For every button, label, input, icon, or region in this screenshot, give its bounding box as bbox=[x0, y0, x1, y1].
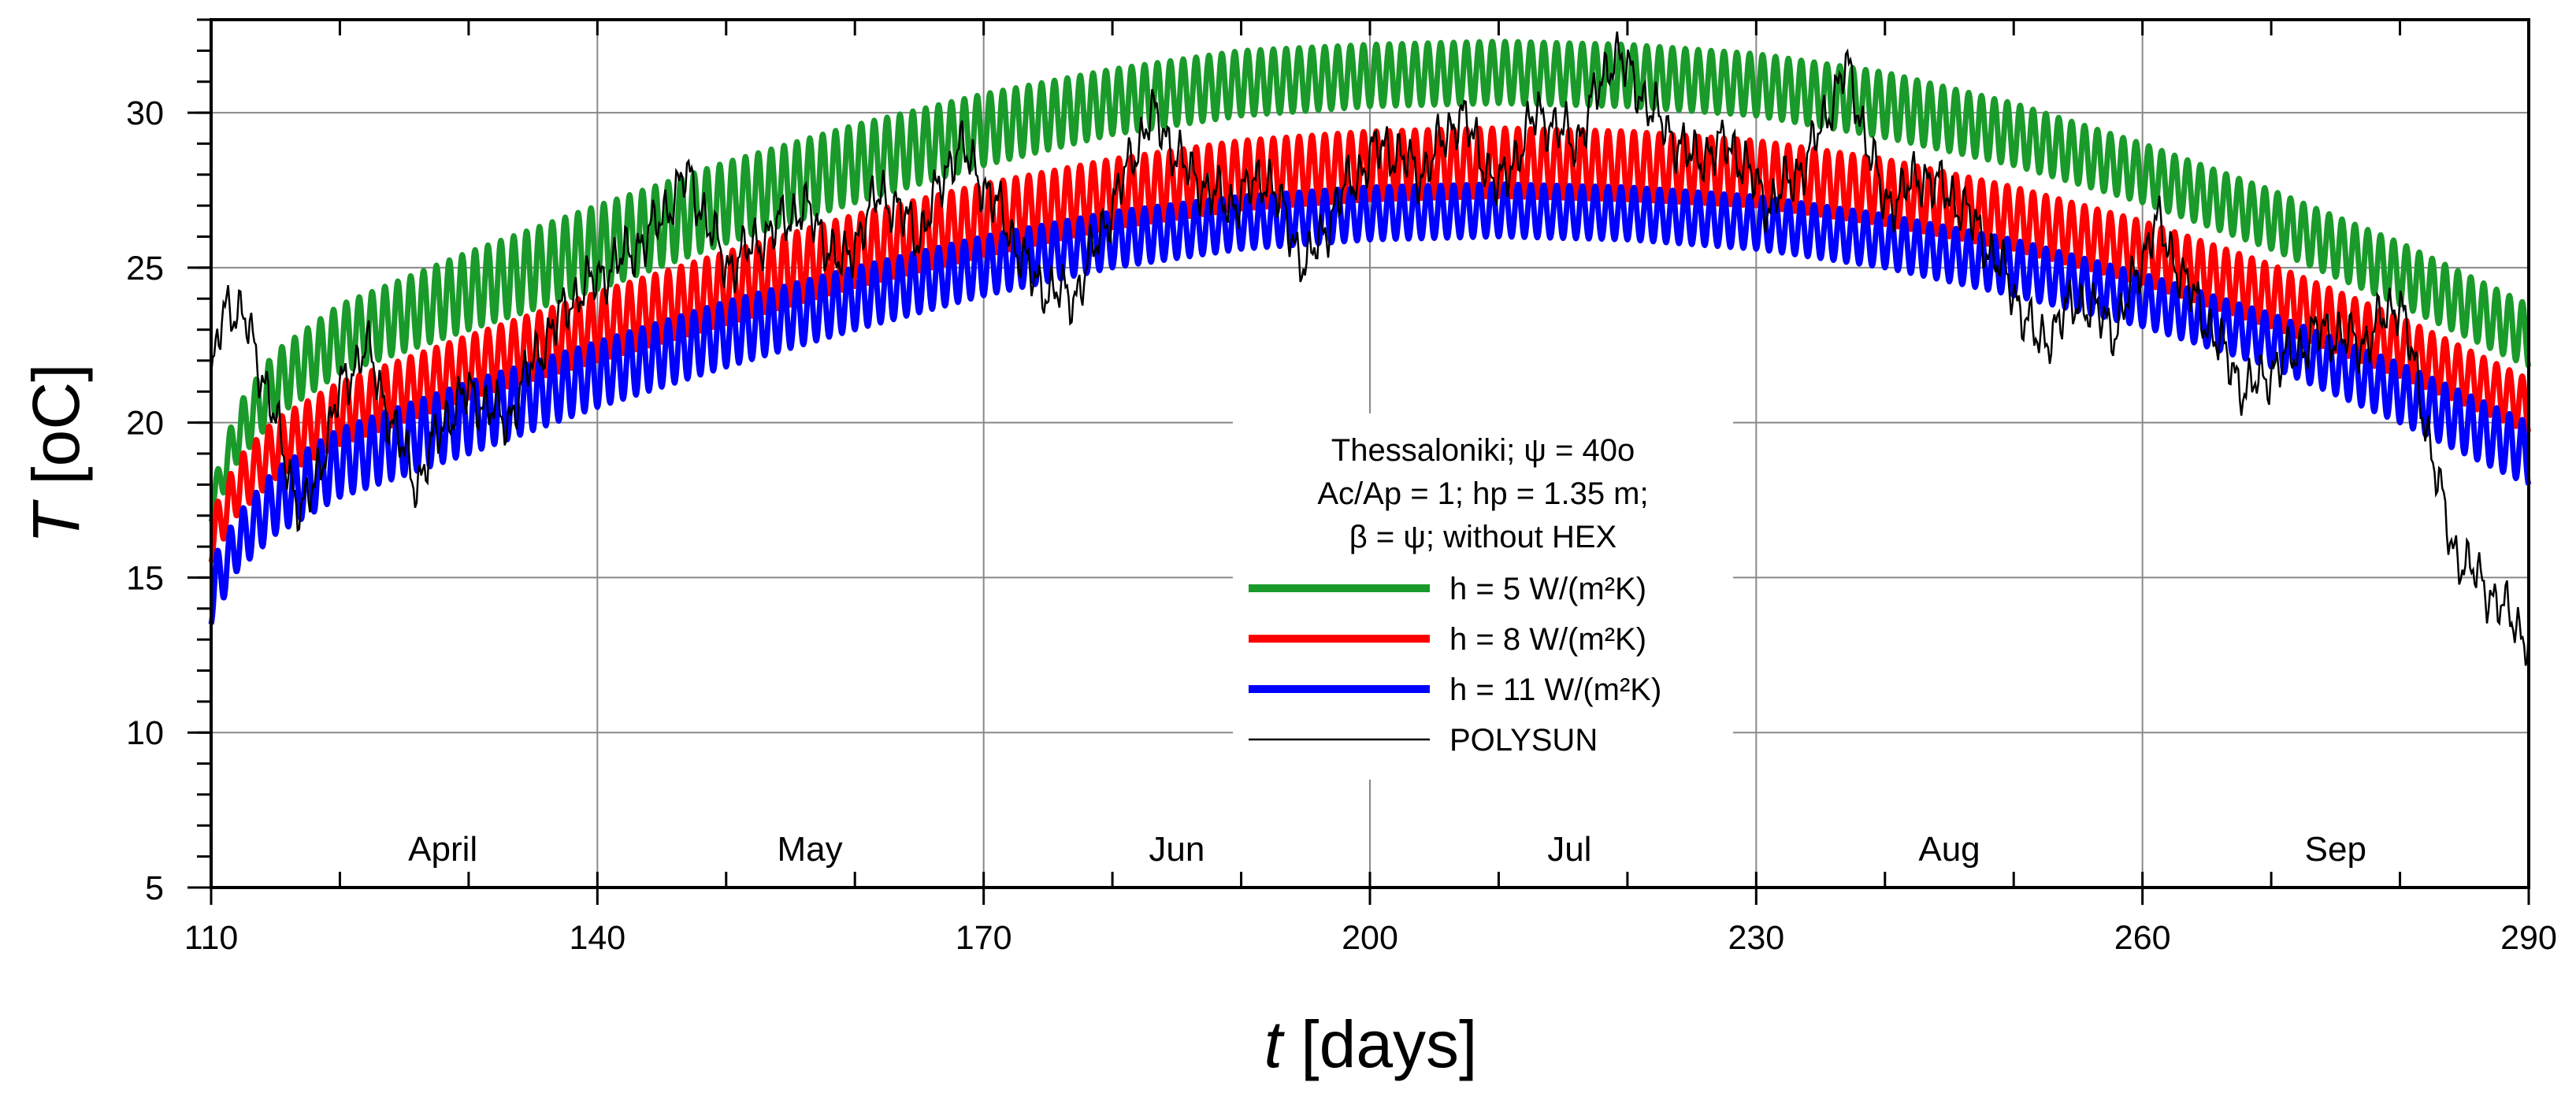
series-polysun-line bbox=[210, 31, 2530, 666]
series-line-1 bbox=[208, 125, 2532, 563]
month-label-3: Jul bbox=[1547, 830, 1591, 869]
y-tick-label: 25 bbox=[126, 250, 164, 287]
annotation-line-0: Thessaloniki; ψ = 40o bbox=[1331, 433, 1635, 468]
legend-label-3: POLYSUN bbox=[1449, 723, 1598, 758]
legend: Thessaloniki; ψ = 40o Ac/Ap = 1; hp = 1.3… bbox=[1233, 413, 1733, 780]
y-axis-symbol: T bbox=[19, 498, 93, 543]
axis-titles: t [days] T [oC] bbox=[19, 364, 1477, 1081]
x-tick-label: 290 bbox=[2500, 919, 2557, 957]
y-tick-label: 20 bbox=[126, 405, 164, 443]
x-axis-title: t [days] bbox=[1264, 1007, 1478, 1081]
x-tick-label: 140 bbox=[569, 919, 625, 957]
y-axis-unit: [oC] bbox=[19, 364, 93, 503]
x-tick-label: 110 bbox=[184, 919, 239, 957]
month-label-5: Sep bbox=[2305, 830, 2366, 869]
y-axis-title: T [oC] bbox=[19, 364, 93, 544]
series-polysun bbox=[210, 31, 2530, 666]
month-label-1: May bbox=[777, 830, 842, 869]
x-tick-label: 170 bbox=[956, 919, 1012, 957]
series-line-2 bbox=[208, 181, 2532, 625]
month-label-4: Aug bbox=[1918, 830, 1980, 869]
month-label-2: Jun bbox=[1149, 830, 1204, 869]
y-tick-label: 15 bbox=[126, 559, 164, 597]
x-axis-symbol: t bbox=[1264, 1007, 1286, 1081]
legend-label-0: h = 5 W/(m²K) bbox=[1449, 572, 1646, 606]
legend-label-2: h = 11 W/(m²K) bbox=[1449, 673, 1661, 707]
x-tick-label: 260 bbox=[2114, 919, 2171, 957]
axis-ticks: 110 140 170 200 230 260 290 5 10 15 20 25 30 bbox=[126, 18, 2557, 957]
x-tick-label: 230 bbox=[1728, 919, 1784, 957]
series-bands bbox=[208, 39, 2532, 625]
legend-box bbox=[1233, 413, 1733, 780]
y-tick-label: 5 bbox=[145, 869, 164, 907]
annotation-line-2: β = ψ; without HEX bbox=[1349, 520, 1616, 554]
x-tick-label: 200 bbox=[1342, 919, 1398, 957]
month-labels: April May Jun Jul Aug Sep bbox=[408, 830, 2366, 869]
annotation-line-1: Ac/Ap = 1; hp = 1.35 m; bbox=[1317, 476, 1648, 511]
legend-label-1: h = 8 W/(m²K) bbox=[1449, 622, 1646, 657]
series-line-0 bbox=[208, 39, 2532, 523]
x-axis-unit: [days] bbox=[1282, 1007, 1477, 1081]
month-label-0: April bbox=[408, 830, 477, 869]
y-tick-label: 10 bbox=[126, 714, 164, 752]
y-tick-label: 30 bbox=[126, 95, 164, 132]
